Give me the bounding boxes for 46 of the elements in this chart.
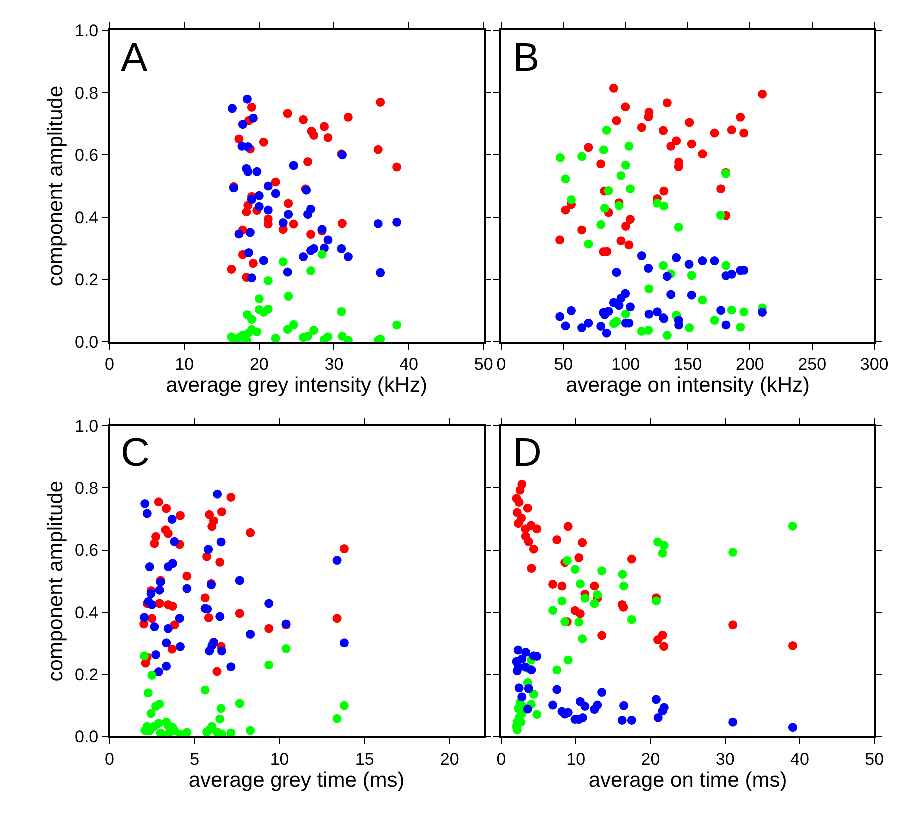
y-tick-label: 1.0	[74, 416, 99, 436]
y-tick-label: 0.0	[74, 728, 99, 747]
x-tick-label: 20	[641, 750, 660, 769]
x-tick-label: 250	[798, 355, 827, 374]
x-tick-label: 10	[566, 750, 586, 769]
x-tick-label: 10	[175, 355, 194, 374]
x-tick-label: 40	[400, 355, 418, 374]
x-tick-label: 0	[496, 750, 506, 769]
x-tick-label: 0	[105, 750, 115, 769]
y-tick-label: 0.6	[74, 541, 99, 560]
x-tick-label: 30	[716, 750, 735, 769]
x-tick-label: 50	[474, 355, 494, 374]
y-tick-label: 0.8	[74, 479, 99, 498]
y-tick-label: 1.0	[74, 21, 99, 40]
y-tick-label: 0.4	[74, 208, 99, 228]
y-tick-label: 0.2	[74, 665, 99, 684]
x-tick-label: 150	[674, 355, 702, 374]
x-tick-label: 200	[736, 355, 764, 374]
x-axis-title: average grey intensity (kHz)	[166, 374, 428, 398]
y-tick-label: 0.8	[74, 84, 99, 103]
y-tick-label: 0.2	[74, 270, 99, 290]
x-axis-title: average on intensity (kHz)	[566, 374, 810, 398]
x-tick-label: 10	[270, 750, 290, 769]
x-tick-label: 20	[250, 355, 269, 374]
x-tick-label: 0	[105, 355, 115, 374]
x-tick-label: 40	[790, 750, 810, 769]
y-axis-title: component amplitude	[44, 480, 68, 682]
x-tick-label: 50	[865, 750, 884, 769]
x-axis-title: average on time (ms)	[588, 768, 788, 792]
x-tick-label: 300	[860, 355, 889, 374]
annotation: C	[121, 431, 150, 475]
y-tick-label: 0.6	[74, 146, 99, 166]
x-tick-label: 0	[496, 355, 506, 374]
annotation: A	[121, 36, 148, 80]
x-tick-label: 15	[355, 750, 374, 769]
y-tick-label: 0.4	[74, 603, 99, 622]
annotation: D	[513, 431, 542, 475]
y-tick-label: 0.0	[74, 332, 99, 352]
annotation: B	[513, 36, 540, 80]
x-tick-label: 100	[612, 355, 640, 374]
x-tick-label: 20	[440, 750, 460, 769]
x-tick-label: 30	[324, 355, 344, 374]
x-tick-label: 5	[190, 750, 200, 769]
y-axis-title: component amplitude	[44, 86, 68, 287]
x-axis-title: average grey time (ms)	[188, 768, 405, 792]
x-tick-label: 50	[554, 355, 574, 374]
